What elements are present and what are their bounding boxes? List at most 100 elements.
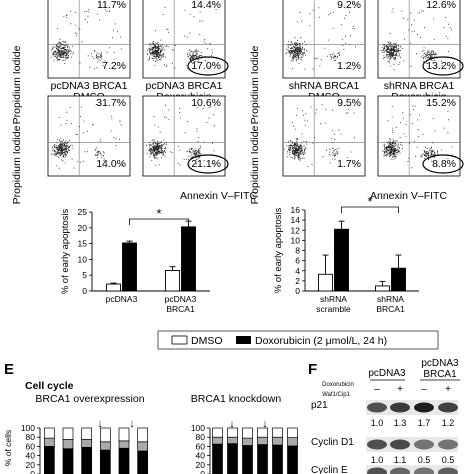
- legend: DMSO Doxorubicin (2 μmol/L, 24 h): [157, 330, 439, 350]
- protein-band: [438, 402, 458, 413]
- highlight-ellipse: [187, 154, 229, 174]
- protein-label: p21: [311, 400, 328, 411]
- stack-segment: [212, 427, 223, 438]
- percent-bottom-right: 17.0%: [191, 60, 221, 72]
- stack-segment: [81, 427, 93, 440]
- stack-segment: [257, 444, 268, 474]
- y-tick-label: 20: [196, 460, 206, 470]
- percent-bottom-right: 1.7%: [337, 158, 361, 170]
- stack-segment: [287, 427, 298, 439]
- percent-bottom-right: 1.2%: [337, 60, 361, 72]
- protein-band: [390, 439, 410, 450]
- stack-segment: [227, 436, 238, 444]
- y-tick-label: 20: [78, 223, 88, 233]
- percent-top-right: 9.5%: [337, 97, 361, 109]
- dot-plot-frame: [47, 95, 131, 177]
- dot-plot-frame: [377, 95, 461, 177]
- col1-label: pcDNA3: [368, 368, 406, 379]
- protein-band: [438, 439, 458, 450]
- sign: –: [421, 384, 427, 395]
- legend-frame: [157, 330, 439, 350]
- percent-bottom-right: 14.0%: [96, 158, 126, 170]
- sign: +: [397, 384, 403, 395]
- band-quantification: 1.2: [442, 418, 455, 428]
- stack-segment: [287, 437, 298, 447]
- percent-top-right: 14.4%: [191, 0, 221, 11]
- stack-segment: [81, 439, 93, 448]
- stack-segment: [43, 427, 55, 439]
- dot-plot: 10.6% 21.1%: [142, 95, 229, 177]
- y-tick-label: 10: [291, 235, 301, 245]
- y-tick-label: 15: [78, 239, 88, 249]
- y-tick-label: 12: [291, 225, 301, 235]
- y-axis-label-left-bottom: Propidium Iodide: [11, 125, 23, 204]
- stack-segment: [118, 440, 130, 449]
- significance-bracket: [341, 206, 399, 213]
- dot-plot: 9.5% 1.7%: [282, 95, 366, 177]
- stack-segment: [99, 441, 111, 451]
- sample-label: pcDNA3 BRCA1: [145, 80, 222, 92]
- bar-dmso: [375, 285, 390, 292]
- event-dots: [382, 105, 453, 169]
- event-dots: [380, 8, 453, 71]
- protein-band: [367, 402, 387, 413]
- y-tick-label: 40: [26, 451, 36, 461]
- stack-segment: [137, 450, 149, 474]
- percent-bottom-right: 8.8%: [432, 158, 456, 170]
- percent-top-right: 15.2%: [426, 97, 456, 109]
- stack-segment: [99, 427, 111, 443]
- y-tick-label: 2: [295, 276, 300, 286]
- band-quantification: 1.7: [418, 418, 431, 428]
- overexpression-title: BRCA1 overexpression: [35, 393, 144, 405]
- protein-band: [367, 467, 387, 474]
- arrow-icon: ↓: [97, 418, 103, 430]
- y-tick-label: 16: [291, 205, 301, 215]
- y-tick-label: 0: [30, 469, 35, 474]
- blot-strip: [366, 465, 458, 474]
- stack-segment: [272, 427, 283, 438]
- dot-plot-frame: [47, 0, 131, 79]
- category-label: pcDNA3: [106, 294, 138, 304]
- dot-plot-frame: [142, 95, 226, 177]
- panel-f-letter: F: [308, 361, 317, 378]
- y-tick-label: 6: [295, 256, 300, 266]
- blot-lanes: p21 1.0 1.3 1.7 1.2 Cyclin D1 1.0 1.1 0.5 0.5 Cycl…: [311, 400, 458, 474]
- significance-star: *: [367, 194, 372, 209]
- stack-segment: [242, 437, 253, 446]
- band-quantification: 0.5: [442, 455, 455, 465]
- sample-label: shRNA BRCA1: [289, 80, 360, 92]
- bar-dmso: [165, 270, 180, 292]
- legend-doxorubicin: Doxorubicin (2 μmol/L, 24 h): [255, 335, 387, 347]
- col2-label-a: pcDNA3: [421, 358, 459, 369]
- band-quantification: 1.3: [394, 418, 407, 428]
- dot-plot-frame: [282, 95, 366, 177]
- dot-plot-frame: [282, 0, 366, 79]
- y-tick-label: 10: [78, 254, 88, 264]
- stack-segment: [212, 436, 223, 445]
- protein-label: Cyclin D1: [311, 437, 354, 448]
- legend-dmso: DMSO: [191, 335, 223, 347]
- stack-segment: [257, 427, 268, 438]
- apoptosis-chart-overexpression: 0 5 10 15 20 25 % of early apoptosis pcDNA3 pcDN…: [60, 206, 210, 314]
- band-quantification: 0.5: [418, 455, 431, 465]
- stack-segment: [137, 427, 149, 443]
- category-label: pcDNA3: [165, 294, 197, 304]
- stack-segment: [212, 443, 223, 474]
- stack-segment: [43, 437, 55, 447]
- cell-cycle-title: Cell cycle: [25, 380, 74, 392]
- col2-label-b: BRCA1: [423, 369, 457, 380]
- dot-plot: 15.2% 8.8%: [377, 95, 464, 177]
- y-tick-label: 0: [295, 286, 300, 296]
- highlight-ellipse: [187, 56, 229, 76]
- y-tick-label: 25: [78, 207, 88, 217]
- y-tick-label: 40: [196, 451, 206, 461]
- protein-band: [414, 439, 434, 450]
- y-tick-label: 60: [26, 441, 36, 451]
- stack-segment: [257, 436, 268, 445]
- protein-band: [414, 467, 434, 474]
- band-quantification: 1.0: [371, 418, 384, 428]
- protein-band: [414, 402, 434, 413]
